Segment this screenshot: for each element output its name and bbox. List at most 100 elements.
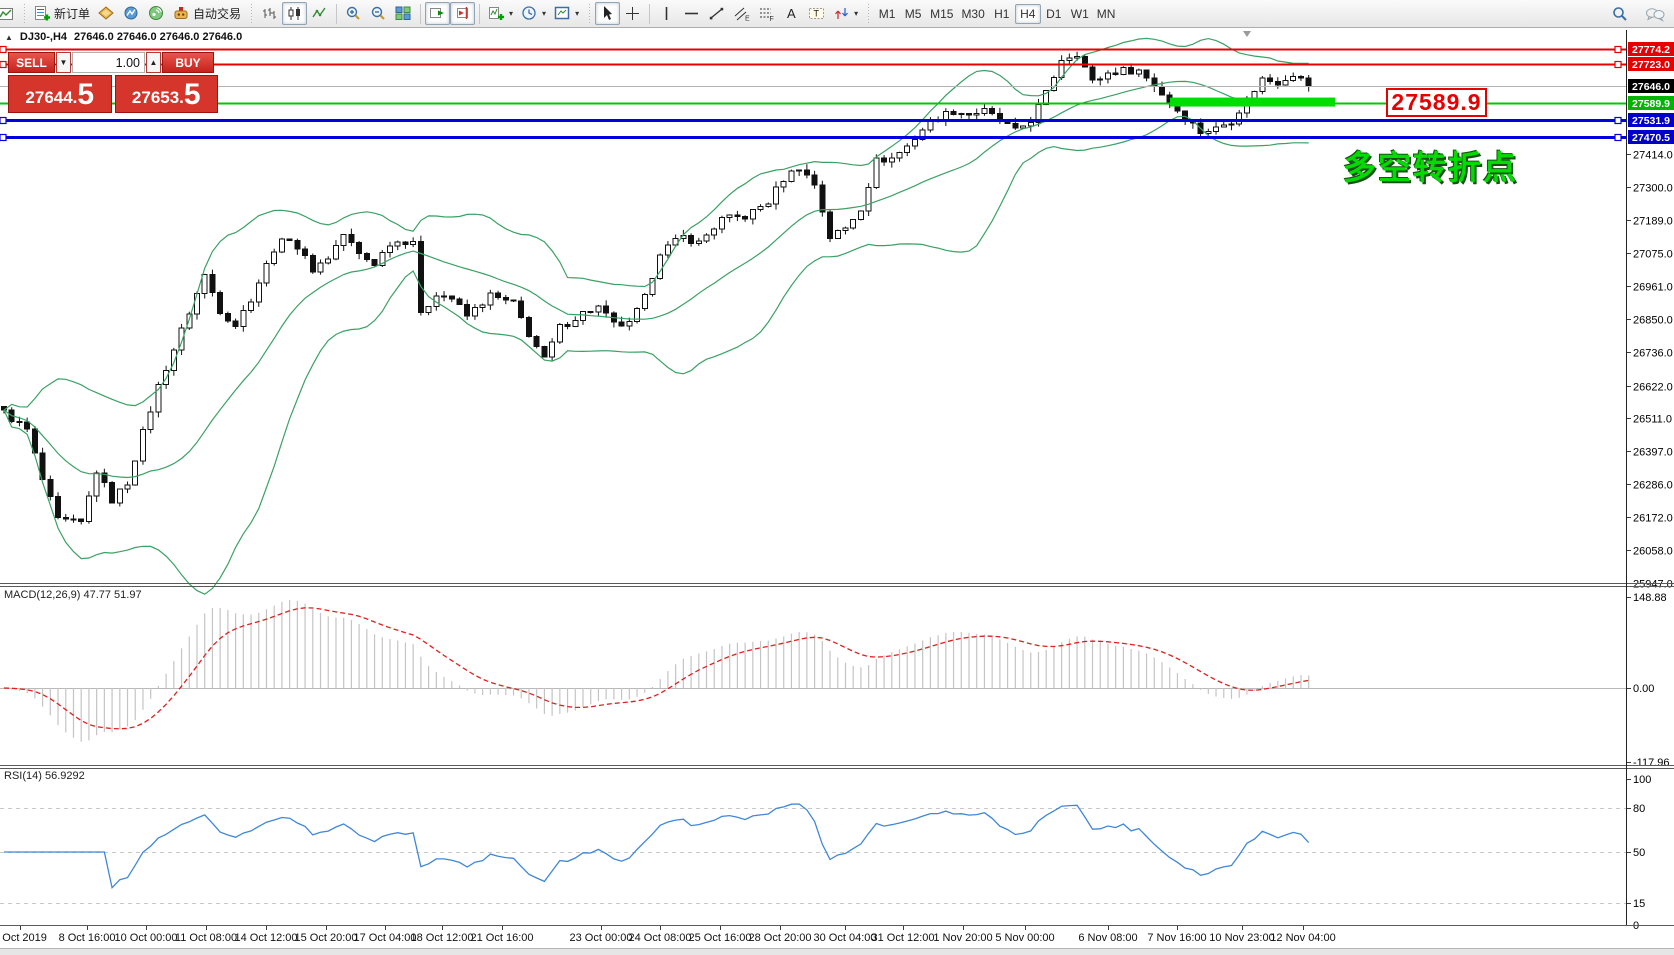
indicators-button[interactable]: ▾ (484, 2, 517, 25)
svg-text:E: E (745, 16, 750, 23)
line-endpoint-marker[interactable] (0, 60, 7, 69)
timeframe-h1-button[interactable]: H1 (989, 4, 1015, 24)
turning-point-annotation[interactable]: 多空转折点 (1343, 149, 1518, 186)
tile-windows-button[interactable] (391, 2, 416, 25)
text-button[interactable]: A (779, 2, 804, 25)
sell-button[interactable]: SELL (8, 52, 55, 73)
dropdown-arrow-icon[interactable]: ▾ (542, 9, 547, 18)
time-tick-label: 28 Oct 20:00 (749, 932, 812, 944)
equidistant-channel-button[interactable]: E (729, 2, 754, 25)
line-endpoint-marker[interactable] (1614, 45, 1622, 54)
search-icon (1611, 5, 1629, 23)
autotrading-button[interactable]: 自动交易 (169, 2, 245, 25)
timeframe-m30-button[interactable]: M30 (957, 4, 988, 24)
chart-shift-button[interactable] (450, 2, 476, 25)
rsi-scale-label: 50 (1633, 847, 1645, 859)
templates-button[interactable]: ▾ (550, 2, 583, 25)
autotrading-button-label: 自动交易 (193, 7, 242, 21)
macd-scale-label: -117.96 (1633, 757, 1670, 769)
toolbar-drag-handle[interactable] (22, 3, 26, 24)
text-label-button[interactable]: T (804, 2, 829, 25)
timeframe-m15-button[interactable]: M15 (926, 4, 957, 24)
timeframe-d1-button-label: D1 (1046, 6, 1062, 21)
line-endpoint-marker[interactable] (0, 116, 7, 125)
zoom-in-button[interactable] (341, 2, 366, 25)
time-tick-label: 12 Nov 04:00 (1270, 932, 1335, 944)
price-tick-label: 27189.0 (1633, 216, 1673, 228)
bar-chart-button[interactable] (257, 2, 282, 25)
auto-scroll-button[interactable] (425, 2, 451, 25)
vertical-line-button[interactable] (654, 2, 679, 25)
timeframe-m5-button[interactable]: M5 (900, 4, 926, 24)
zoom-out-button[interactable] (366, 2, 391, 25)
timeframe-mn-button[interactable]: MN (1093, 4, 1120, 24)
time-tick-label: 25 Oct 16:00 (689, 932, 752, 944)
volume-decrease-button[interactable]: ▼ (56, 52, 71, 73)
signals-button[interactable] (144, 2, 169, 25)
indicators-icon (488, 5, 505, 22)
horizontal-line-button[interactable] (679, 2, 704, 25)
signals-icon (148, 5, 165, 22)
trendline-button[interactable] (704, 2, 729, 25)
axis-badges: 27774.2 27723.0 27646.0 27589.9 27531.9 27470… (1628, 42, 1674, 144)
dropdown-arrow-icon[interactable]: ▾ (854, 9, 859, 18)
time-tick-label: 10 Oct 00:00 (115, 932, 178, 944)
fibonacci-button[interactable]: F (754, 2, 779, 25)
line-endpoint-marker[interactable] (1614, 116, 1622, 125)
timeframe-h4-button[interactable]: H4 (1014, 3, 1041, 24)
market-watch-button[interactable] (119, 2, 144, 25)
price-tick-label: 26286.0 (1633, 480, 1673, 492)
search-button[interactable] (1607, 2, 1633, 25)
toolbar-drag-handle[interactable] (587, 3, 592, 24)
line-endpoint-marker[interactable] (0, 45, 7, 54)
price-level-label[interactable]: 27589.9 (1386, 88, 1487, 117)
timeframe-m15-button-label: M15 (930, 6, 954, 21)
profiles-button[interactable] (94, 2, 119, 25)
axis-price-badge (1628, 113, 1674, 127)
periods-button[interactable]: ▾ (517, 2, 550, 25)
time-tick-label: 14 Oct 12:00 (235, 932, 298, 944)
ask-price-pips: 5 (183, 78, 201, 111)
price-tick-label: 26172.0 (1633, 513, 1673, 525)
dropdown-arrow-icon[interactable]: ▾ (575, 9, 580, 18)
chart-shift-marker[interactable] (1243, 31, 1251, 37)
buy-button[interactable]: BUY (162, 52, 214, 73)
rsi-line (4, 803, 1310, 890)
ask-price[interactable]: 27653. 5 (114, 75, 218, 113)
price-tick-label: 27300.0 (1633, 183, 1673, 195)
templates-icon (554, 5, 571, 22)
volume-input[interactable] (72, 52, 145, 73)
macd-scale-label: 0.00 (1633, 683, 1654, 695)
new-order-button[interactable]: 新订单 (30, 2, 94, 25)
candlestick-chart-button[interactable] (282, 2, 308, 25)
volume-increase-button[interactable]: ▲ (146, 52, 161, 73)
timeframe-m1-button[interactable]: M1 (874, 4, 900, 24)
collapse-panel-icon[interactable]: ▲ (5, 32, 13, 42)
svg-text:F: F (770, 16, 774, 22)
time-tick-label: 10 Nov 23:00 (1209, 932, 1274, 944)
time-tick-label: 17 Oct 04:00 (354, 932, 417, 944)
axis-price-badge-label: 27531.9 (1632, 115, 1670, 127)
line-chart-button[interactable] (307, 2, 332, 25)
line-endpoint-marker[interactable] (1614, 60, 1622, 69)
candlestick-chart-icon (286, 5, 303, 22)
cursor-button[interactable] (595, 2, 621, 25)
toolbar-drag-handle[interactable] (866, 3, 871, 24)
dropdown-arrow-icon[interactable]: ▾ (509, 9, 514, 18)
vertical-line-icon (658, 5, 675, 22)
timeframe-d1-button[interactable]: D1 (1041, 4, 1067, 24)
chart-window-button[interactable] (0, 2, 18, 25)
chat-button[interactable] (1641, 2, 1670, 25)
arrows-button[interactable]: ▾ (829, 2, 862, 25)
line-endpoint-marker[interactable] (1614, 133, 1622, 142)
timeframe-w1-button[interactable]: W1 (1067, 4, 1093, 24)
toolbar-drag-handle[interactable] (249, 3, 254, 24)
crosshair-button[interactable] (620, 2, 645, 25)
axis-price-badge (1628, 96, 1674, 110)
bid-price[interactable]: 27644. 5 (8, 75, 112, 113)
price-tick-label: 26961.0 (1633, 282, 1673, 294)
support-zone-bar[interactable] (1170, 97, 1335, 107)
chart-frame (0, 30, 1674, 926)
line-endpoint-marker[interactable] (0, 133, 7, 142)
